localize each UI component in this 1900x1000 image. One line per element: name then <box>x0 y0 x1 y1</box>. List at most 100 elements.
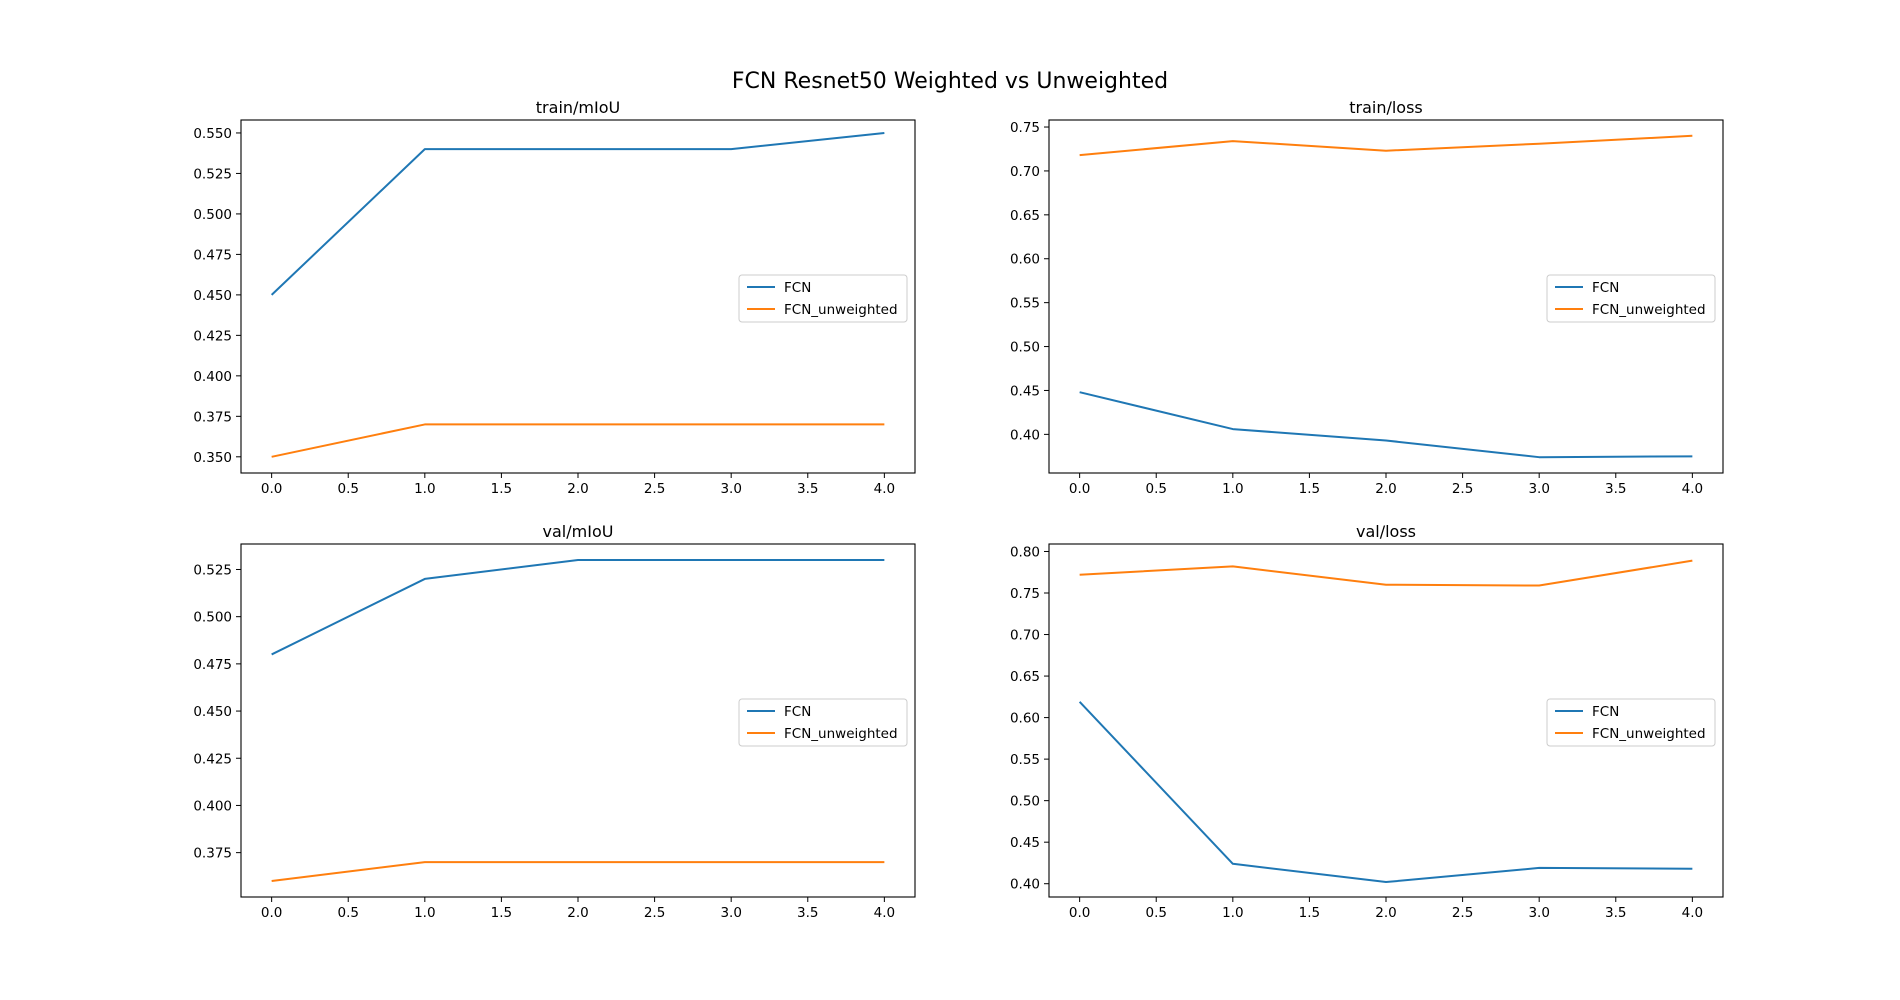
y-tick-label: 0.65 <box>1010 669 1040 685</box>
x-tick-label: 2.0 <box>567 481 588 497</box>
x-tick-label: 3.5 <box>1605 481 1626 497</box>
y-tick-label: 0.70 <box>1010 164 1040 180</box>
series-line-fcn-unweighted <box>271 861 885 882</box>
x-tick-label: 0.0 <box>1069 905 1090 921</box>
x-tick-label: 1.5 <box>491 905 512 921</box>
y-tick-label: 0.350 <box>193 450 232 466</box>
x-tick-label: 2.5 <box>644 481 665 497</box>
subplots-grid: train/mIoU 0.0 0.5 1.0 1.5 2.0 2.5 3.0 3.5 4.0 0.3… <box>193 98 1724 921</box>
y-tick-label: 0.40 <box>1010 427 1040 443</box>
legend-frame <box>738 698 908 747</box>
y-tick-label: 0.425 <box>193 328 232 344</box>
series-line-fcn <box>1078 701 1693 884</box>
y-tick-label: 0.550 <box>193 126 232 142</box>
x-tick-label: 2.0 <box>1375 905 1396 921</box>
legend-label-fcn: FCN <box>1592 280 1619 296</box>
y-tick-label: 0.50 <box>1010 340 1040 356</box>
y-tick-label: 0.70 <box>1010 628 1040 644</box>
x-tick-label: 0.0 <box>261 481 282 497</box>
series-line-fcn <box>270 131 885 296</box>
subplot-val-loss: val/loss 0.0 0.5 1.0 1.5 2.0 2.5 3.0 3.5 4.0 0.40 0… <box>1010 522 1724 921</box>
series-line-fcn-unweighted <box>271 423 885 458</box>
series-line-fcn-unweighted <box>1079 134 1693 157</box>
y-tick-label: 0.65 <box>1010 208 1040 224</box>
x-tick-label: 2.5 <box>1452 905 1473 921</box>
legend: FCN FCN_unweighted <box>738 698 908 747</box>
y-tick-label: 0.400 <box>193 798 232 814</box>
y-tick-label: 0.375 <box>193 409 232 425</box>
subplot-title: train/mIoU <box>536 98 620 117</box>
x-tick-label: 1.0 <box>1222 481 1243 497</box>
y-tick-label: 0.400 <box>193 369 232 385</box>
x-tick-label: 0.5 <box>1145 481 1166 497</box>
y-tick-label: 0.80 <box>1010 544 1040 560</box>
y-tick-label: 0.500 <box>193 610 232 626</box>
series-line-fcn <box>271 559 885 656</box>
x-tick-label: 4.0 <box>1682 905 1703 921</box>
x-tick-label: 2.5 <box>644 905 665 921</box>
y-tick-label: 0.45 <box>1010 383 1040 399</box>
y-tick-label: 0.75 <box>1010 120 1040 136</box>
x-tick-label: 2.0 <box>567 905 588 921</box>
legend-label-fcn-unweighted: FCN_unweighted <box>784 302 898 318</box>
x-tick-label: 1.0 <box>1222 905 1243 921</box>
subplot-val-miou: val/mIoU 0.0 0.5 1.0 1.5 2.0 2.5 3.0 3.5 4.0 0.375… <box>193 522 916 921</box>
legend-frame <box>738 274 908 323</box>
x-tick-label: 3.5 <box>797 905 818 921</box>
x-tick-label: 1.5 <box>1299 481 1320 497</box>
legend-label-fcn-unweighted: FCN_unweighted <box>784 726 898 742</box>
x-tick-label: 4.0 <box>874 481 895 497</box>
legend-label-fcn-unweighted: FCN_unweighted <box>1592 726 1706 742</box>
series-line-fcn <box>1079 391 1693 459</box>
x-tick-label: 3.5 <box>1605 905 1626 921</box>
legend: FCN FCN_unweighted <box>1546 698 1716 747</box>
x-tick-label: 0.5 <box>337 481 358 497</box>
x-tick-label: 0.0 <box>261 905 282 921</box>
y-tick-label: 0.60 <box>1010 711 1040 727</box>
legend: FCN FCN_unweighted <box>1546 274 1716 323</box>
legend-frame <box>1546 274 1716 323</box>
x-tick-label: 4.0 <box>874 905 895 921</box>
x-tick-label: 1.0 <box>414 905 435 921</box>
legend-label-fcn: FCN <box>1592 704 1619 720</box>
legend: FCN FCN_unweighted <box>738 274 908 323</box>
x-tick-label: 1.5 <box>1299 905 1320 921</box>
legend-frame <box>1546 698 1716 747</box>
figure-title: FCN Resnet50 Weighted vs Unweighted <box>732 69 1168 94</box>
y-tick-label: 0.55 <box>1010 296 1040 312</box>
x-tick-label: 3.5 <box>797 481 818 497</box>
legend-label-fcn: FCN <box>784 704 811 720</box>
y-tick-label: 0.375 <box>193 846 232 862</box>
subplot-title: val/loss <box>1356 522 1416 541</box>
y-tick-label: 0.55 <box>1010 752 1040 768</box>
x-tick-label: 1.0 <box>414 481 435 497</box>
x-tick-label: 0.5 <box>337 905 358 921</box>
y-tick-label: 0.40 <box>1010 877 1040 893</box>
y-tick-label: 0.75 <box>1010 586 1040 602</box>
y-tick-label: 0.475 <box>193 247 232 263</box>
legend-label-fcn-unweighted: FCN_unweighted <box>1592 302 1706 318</box>
x-tick-label: 0.5 <box>1145 905 1166 921</box>
x-tick-label: 3.0 <box>720 905 741 921</box>
series-line-fcn-unweighted <box>1079 559 1693 587</box>
subplot-title: val/mIoU <box>543 522 614 541</box>
y-tick-label: 0.60 <box>1010 252 1040 268</box>
x-tick-label: 1.5 <box>491 481 512 497</box>
subplot-title: train/loss <box>1349 98 1423 117</box>
subplot-train-loss: train/loss 0.0 0.5 1.0 1.5 2.0 2.5 3.0 3.5 4.0 0.4… <box>1010 98 1724 497</box>
y-tick-label: 0.45 <box>1010 835 1040 851</box>
x-tick-label: 3.0 <box>1528 481 1549 497</box>
y-tick-label: 0.450 <box>193 288 232 304</box>
y-tick-label: 0.450 <box>193 704 232 720</box>
subplot-train-miou: train/mIoU 0.0 0.5 1.0 1.5 2.0 2.5 3.0 3.5 4.0 0.3… <box>193 98 916 497</box>
x-tick-label: 2.0 <box>1375 481 1396 497</box>
x-tick-label: 2.5 <box>1452 481 1473 497</box>
y-tick-label: 0.50 <box>1010 794 1040 810</box>
y-tick-label: 0.525 <box>193 562 232 578</box>
legend-label-fcn: FCN <box>784 280 811 296</box>
x-tick-label: 3.0 <box>1528 905 1549 921</box>
y-tick-label: 0.525 <box>193 166 232 182</box>
x-tick-label: 0.0 <box>1069 481 1090 497</box>
